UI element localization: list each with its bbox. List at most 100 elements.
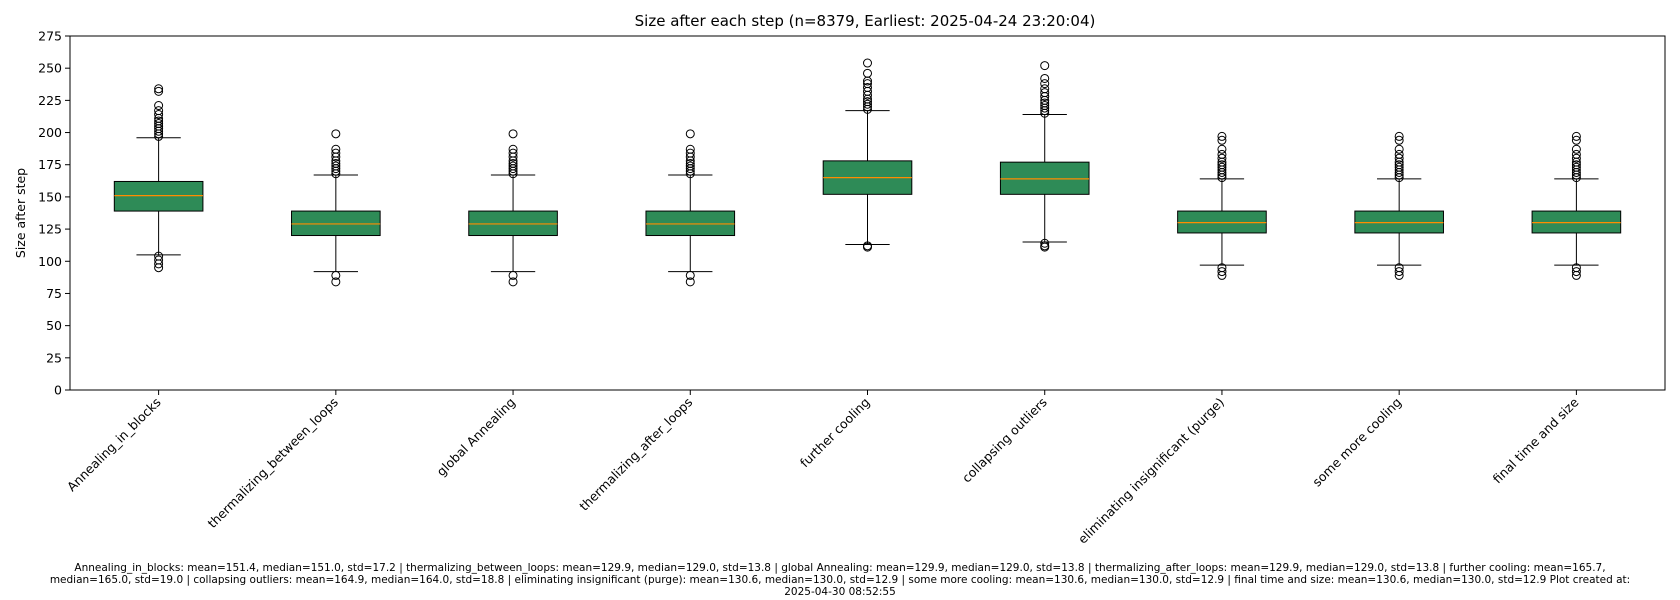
summary-line-3: 2025-04-30 08:52:55 (784, 586, 896, 598)
outlier-point (1217, 263, 1227, 273)
y-tick-label: 125 (38, 222, 62, 237)
outlier-point (1217, 144, 1227, 154)
outlier-point (154, 251, 164, 261)
outlier-point (1394, 162, 1404, 172)
outlier-point (154, 119, 164, 129)
chart-title: Size after each step (n=8379, Earliest: … (635, 12, 1096, 30)
outlier-point (331, 277, 341, 287)
iqr-box (291, 210, 381, 237)
outlier-point (1040, 101, 1050, 111)
outlier-point (1394, 160, 1404, 170)
x-tick-label: some more cooling (1309, 395, 1404, 490)
y-tick-label: 150 (38, 189, 62, 204)
outlier-point (1571, 263, 1581, 273)
iqr-box (1177, 210, 1267, 234)
outlier-point (508, 144, 518, 154)
outlier-point (331, 161, 341, 171)
x-tick-label: Annealing_in_blocks (64, 395, 164, 495)
box-7 (1177, 131, 1267, 280)
outlier-point (1394, 263, 1404, 273)
outlier-point (1040, 61, 1050, 71)
outlier-point (1040, 73, 1050, 83)
box-4 (645, 129, 736, 287)
box-3 (468, 129, 558, 287)
iqr-box (1354, 210, 1444, 234)
summary-footer: Annealing_in_blocks: mean=151.4, median=… (0, 562, 1680, 598)
outlier-point (685, 129, 695, 139)
outlier-point (685, 161, 695, 171)
plot-area: 0 25 50 75 100 125 150 175 200 225 250 275 Annealing… (38, 29, 1666, 547)
outlier-point (508, 129, 518, 139)
outlier-point (1571, 162, 1581, 172)
outlier-point (1571, 153, 1581, 163)
summary-line-2: median=165.0, std=19.0 | collapsing outl… (49, 574, 1631, 586)
y-tick-label: 0 (54, 383, 62, 398)
outlier-point (508, 277, 518, 287)
outlier-point (1571, 144, 1581, 154)
outlier-point (863, 97, 872, 107)
x-tick-label: further cooling (797, 395, 873, 471)
y-tick-label: 200 (38, 125, 62, 140)
outlier-point (154, 106, 164, 116)
outlier-point (685, 144, 695, 154)
y-tick-label: 50 (46, 318, 62, 333)
outlier-point (1394, 153, 1404, 163)
outlier-point (331, 148, 341, 158)
summary-line-1: Annealing_in_blocks: mean=151.4, median=… (74, 562, 1606, 574)
outlier-point (685, 158, 695, 168)
outlier-point (1217, 149, 1227, 159)
outlier-point (331, 129, 341, 139)
outlier-point (1040, 238, 1050, 248)
x-tick-label: global Annealing (434, 395, 519, 480)
outlier-point (1217, 162, 1227, 172)
outlier-point (685, 277, 695, 287)
outlier-point (1040, 79, 1050, 89)
y-tick-label: 100 (38, 254, 62, 269)
outlier-point (1217, 160, 1227, 170)
box-5 (822, 58, 913, 252)
outlier-point (863, 99, 872, 109)
outlier-point (1217, 153, 1227, 163)
outlier-point (1571, 149, 1581, 159)
outlier-point (154, 84, 164, 94)
iqr-box (645, 210, 736, 237)
outlier-point (1394, 135, 1404, 145)
outlier-point (1394, 131, 1404, 141)
iqr-box (999, 161, 1090, 195)
outlier-point (508, 270, 518, 280)
outlier-point (1571, 131, 1581, 141)
outlier-point (154, 110, 164, 120)
box-9 (1531, 131, 1622, 280)
outlier-point (863, 68, 872, 78)
y-tick-label: 175 (38, 157, 62, 172)
x-tick-label: eliminating insignificant (purge) (1075, 395, 1227, 547)
outlier-point (1040, 241, 1050, 251)
outlier-point (154, 255, 164, 265)
outlier-point (1040, 88, 1050, 98)
outlier-point (1217, 267, 1227, 277)
outlier-point (331, 144, 341, 154)
outlier-point (863, 58, 872, 68)
x-tick-label: final time and size (1490, 394, 1582, 486)
outlier-point (1394, 149, 1404, 159)
outlier-point (1394, 144, 1404, 154)
outlier-point (1571, 160, 1581, 170)
outlier-point (1217, 135, 1227, 145)
box-8 (1354, 131, 1444, 280)
iqr-box (1531, 210, 1622, 234)
x-tick-label: thermalizing_between_loops (205, 395, 341, 531)
outlier-point (685, 270, 695, 280)
outlier-point (154, 101, 164, 111)
iqr-box (468, 210, 558, 237)
outlier-point (685, 148, 695, 158)
box-1 (113, 84, 204, 273)
outlier-point (863, 79, 872, 89)
box-plot-chart: Size after each step (n=8379, Earliest: … (13, 12, 1666, 547)
x-tick-label: collapsing outliers (959, 395, 1050, 486)
outlier-point (1571, 135, 1581, 145)
x-tick-label: thermalizing_after_loops (576, 395, 695, 514)
y-tick-label: 225 (38, 93, 62, 108)
outlier-point (863, 82, 872, 92)
outlier-point (331, 270, 341, 280)
y-tick-label: 75 (46, 286, 62, 301)
